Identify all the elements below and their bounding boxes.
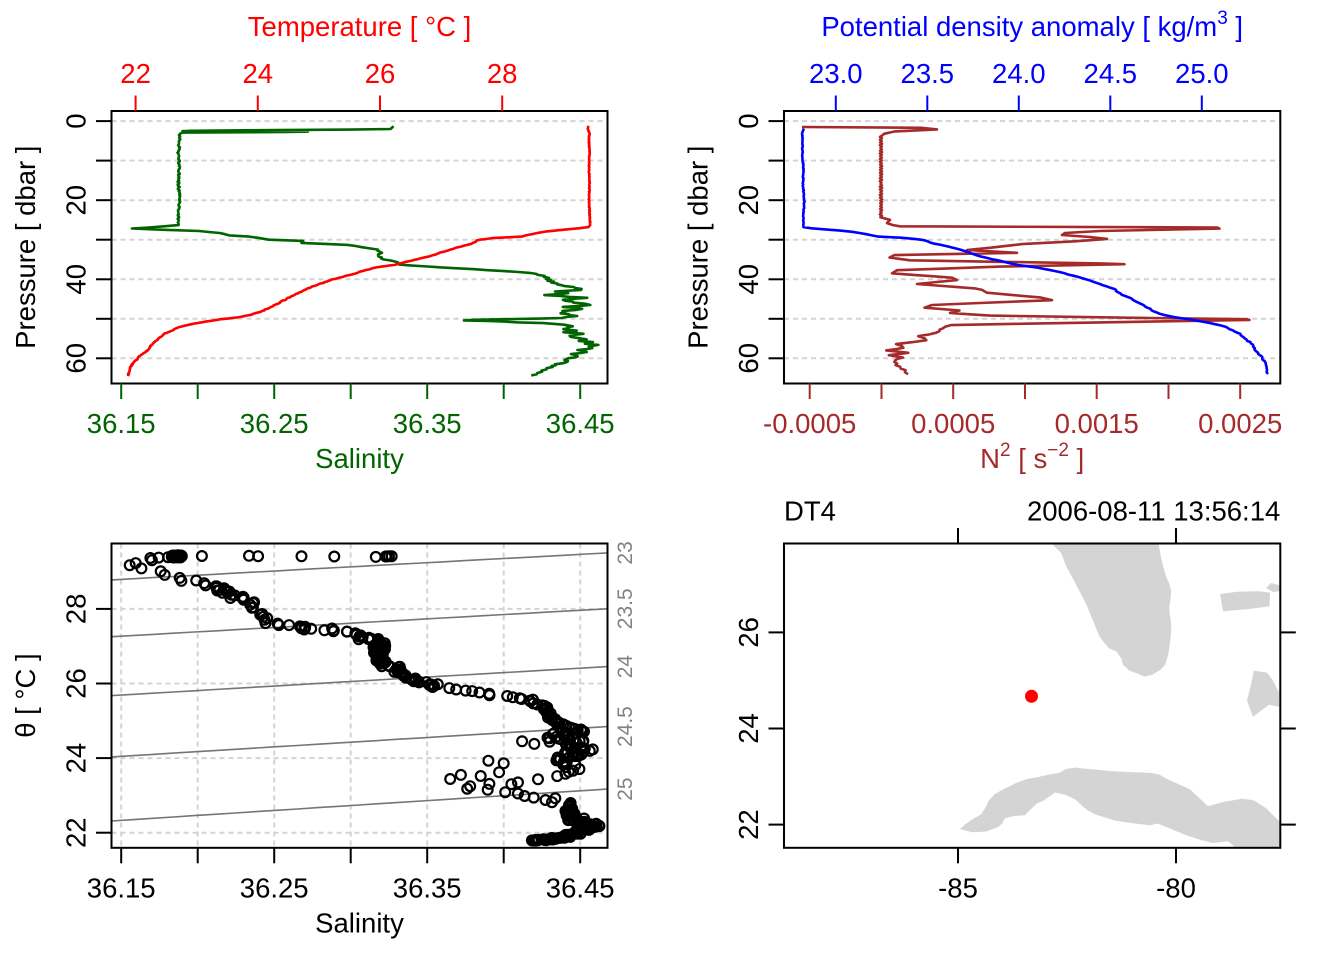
svg-text:0: 0 xyxy=(733,113,764,128)
svg-text:36.15: 36.15 xyxy=(87,872,156,903)
svg-text:24.5: 24.5 xyxy=(614,706,637,747)
svg-text:Potential density anomaly [ kg: Potential density anomaly [ kg/m3 ] xyxy=(821,8,1243,42)
svg-text:24: 24 xyxy=(614,655,637,679)
svg-text:36.45: 36.45 xyxy=(546,408,615,439)
svg-text:24: 24 xyxy=(61,743,92,774)
svg-text:60: 60 xyxy=(61,343,92,374)
svg-text:θ [ °C ]: θ [ °C ] xyxy=(10,653,41,737)
svg-text:60: 60 xyxy=(733,343,764,374)
svg-text:40: 40 xyxy=(61,264,92,295)
svg-text:23: 23 xyxy=(614,541,637,564)
svg-text:DT4: DT4 xyxy=(784,496,836,527)
svg-text:22: 22 xyxy=(61,817,92,848)
svg-text:N2 [ s−2 ]: N2 [ s−2 ] xyxy=(980,440,1084,474)
svg-text:23.0: 23.0 xyxy=(809,58,863,89)
svg-text:25: 25 xyxy=(614,777,637,800)
svg-text:-80: -80 xyxy=(1156,872,1196,903)
svg-text:0.0015: 0.0015 xyxy=(1055,408,1139,439)
svg-text:36.35: 36.35 xyxy=(393,408,462,439)
svg-text:24.0: 24.0 xyxy=(992,58,1046,89)
svg-text:2006-08-11 13:56:14: 2006-08-11 13:56:14 xyxy=(1027,496,1280,527)
svg-text:36.35: 36.35 xyxy=(393,872,462,903)
svg-text:Salinity: Salinity xyxy=(315,908,404,939)
svg-text:Temperature [ °C ]: Temperature [ °C ] xyxy=(248,11,471,42)
svg-text:26: 26 xyxy=(733,617,764,648)
svg-text:40: 40 xyxy=(733,264,764,295)
svg-text:24.5: 24.5 xyxy=(1084,58,1138,89)
svg-text:Pressure [ dbar ]: Pressure [ dbar ] xyxy=(10,146,41,349)
svg-text:24: 24 xyxy=(733,713,764,744)
svg-text:Salinity: Salinity xyxy=(315,443,404,474)
svg-text:36.25: 36.25 xyxy=(240,872,309,903)
svg-text:22: 22 xyxy=(733,809,764,840)
svg-text:20: 20 xyxy=(61,185,92,216)
svg-text:28: 28 xyxy=(61,594,92,625)
svg-text:-0.0005: -0.0005 xyxy=(763,408,856,439)
svg-text:22: 22 xyxy=(120,58,151,89)
svg-text:23.5: 23.5 xyxy=(901,58,955,89)
svg-text:25.0: 25.0 xyxy=(1175,58,1229,89)
svg-text:36.45: 36.45 xyxy=(546,872,615,903)
svg-text:24: 24 xyxy=(243,58,274,89)
svg-text:36.15: 36.15 xyxy=(87,408,156,439)
svg-text:28: 28 xyxy=(487,58,518,89)
svg-text:23.5: 23.5 xyxy=(614,588,637,629)
svg-text:Pressure [ dbar ]: Pressure [ dbar ] xyxy=(683,146,714,349)
svg-text:26: 26 xyxy=(365,58,396,89)
svg-text:36.25: 36.25 xyxy=(240,408,309,439)
svg-text:0.0025: 0.0025 xyxy=(1198,408,1282,439)
svg-text:-85: -85 xyxy=(938,872,978,903)
svg-text:26: 26 xyxy=(61,668,92,699)
svg-text:0.0005: 0.0005 xyxy=(911,408,995,439)
svg-text:20: 20 xyxy=(733,185,764,216)
svg-text:0: 0 xyxy=(61,113,92,128)
